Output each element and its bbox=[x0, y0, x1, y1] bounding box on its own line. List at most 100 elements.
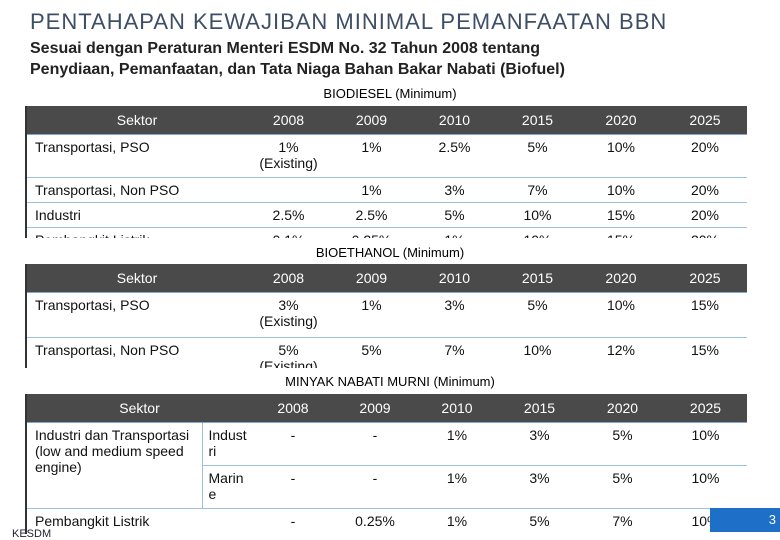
value-cell: 10% bbox=[664, 465, 747, 509]
column-header: Sektor bbox=[27, 106, 247, 135]
data-table: Sektor 2008 2009 2010 2015 2020 2025 Transporta… bbox=[27, 264, 747, 368]
value-cell: 10% bbox=[664, 422, 747, 466]
value-cell: 10% bbox=[579, 134, 663, 178]
value: 5% bbox=[361, 342, 382, 358]
value: - bbox=[290, 470, 296, 486]
value-cell: 7% bbox=[413, 337, 496, 368]
value-cell: 10% bbox=[579, 292, 663, 338]
value: 10% bbox=[691, 427, 720, 443]
value: 1% bbox=[361, 297, 382, 313]
column-header: 2010 bbox=[413, 106, 496, 135]
value: 15% bbox=[607, 232, 635, 238]
value: 10% bbox=[606, 297, 636, 313]
value-cell: 2.5% bbox=[413, 134, 496, 178]
value: 10% bbox=[523, 342, 552, 358]
value-cell: 10% bbox=[496, 202, 579, 228]
sector-cell: Pembangkit Listrik bbox=[27, 508, 252, 534]
column-header: 2009 bbox=[330, 106, 413, 135]
table: Sektor 2008 2009 2010 2015 2020 2025 Transporta… bbox=[25, 264, 747, 368]
value: 7% bbox=[527, 182, 548, 198]
subtitle: Sesuai dengan Peraturan Menteri ESDM No.… bbox=[30, 40, 541, 57]
sector-cell: Pembangkit Listrik bbox=[27, 227, 247, 238]
value: 5% bbox=[527, 139, 548, 155]
value-cell: 15% bbox=[663, 292, 747, 338]
value: - bbox=[290, 427, 296, 443]
subtitle: Penydiaan, Pemanfaatan, dan Tata Niaga B… bbox=[30, 61, 565, 78]
value: 3% bbox=[444, 182, 465, 198]
value: 7% bbox=[444, 342, 465, 358]
value-cell: - bbox=[252, 508, 334, 534]
value-cell: 7% bbox=[496, 177, 579, 203]
sector-cell: Transportasi, Non PSO bbox=[27, 337, 247, 368]
sector-cell: Transportasi, PSO bbox=[27, 134, 247, 178]
column-header: 2008 bbox=[247, 264, 330, 293]
value: - bbox=[290, 513, 296, 529]
value: 1% bbox=[446, 470, 468, 486]
table-title: BIOETHANOL (Minimum) bbox=[315, 245, 465, 260]
value-cell: 5% (Existing) bbox=[247, 337, 330, 368]
value: 20% bbox=[691, 232, 719, 238]
column-header: 2010 bbox=[413, 264, 496, 293]
value-cell: - bbox=[252, 465, 334, 509]
value: 15% bbox=[690, 342, 720, 358]
value-cell: - bbox=[252, 422, 334, 466]
row: Pembangkit Listrik -0.25% 1% 5% 7% 10% bbox=[27, 508, 747, 534]
value: 1% bbox=[446, 513, 468, 529]
value: 10% bbox=[523, 232, 551, 238]
row: Transportasi, Non PSO 1% 3% 7% 10% 20% bbox=[27, 177, 747, 203]
value-cell: 0.1% bbox=[247, 227, 330, 238]
value-cell: 1% bbox=[330, 134, 413, 178]
column-header: 2009 bbox=[334, 394, 416, 423]
column-header: 2020 bbox=[579, 264, 663, 293]
value: 1% (Existing) bbox=[259, 139, 318, 171]
column-header: 2015 bbox=[496, 106, 579, 135]
value-cell: 20% bbox=[663, 134, 747, 178]
header-row: Sektor 2008 2009 2010 2015 2020 2025 bbox=[27, 394, 747, 423]
value-cell: 0.25% bbox=[334, 508, 416, 534]
value-cell: 3% bbox=[498, 465, 581, 509]
value: 2.5% bbox=[272, 207, 305, 223]
value: 1% bbox=[446, 427, 468, 443]
value-cell: 20% bbox=[663, 177, 747, 203]
value: 0.1% bbox=[273, 232, 305, 238]
logo-text: KESDM bbox=[12, 528, 52, 540]
value-cell: 2.5% bbox=[247, 202, 330, 228]
value: 10% bbox=[691, 470, 720, 486]
data-table: Sektor 2008 2009 2010 2015 2020 2025 Industri d… bbox=[27, 394, 747, 534]
value: 5% bbox=[444, 207, 465, 223]
row: Pembangkit Listrik 0.1% 0.25% 1% 10% 15% 20% bbox=[27, 227, 747, 238]
title: PENTAHAPAN KEWAJIBAN MINIMAL PEMANFAATAN… bbox=[30, 9, 668, 34]
column-header: 2020 bbox=[579, 106, 663, 135]
value: 3% bbox=[529, 427, 550, 443]
value-cell: 15% bbox=[579, 202, 663, 228]
value-cell: 10% bbox=[579, 177, 663, 203]
value-cell: 0.25% bbox=[330, 227, 413, 238]
value: 1% bbox=[361, 139, 382, 155]
row: Transportasi, PSO 3% (Existing) 1% 3% 5% 10% 1… bbox=[27, 292, 747, 338]
data-table: Sektor 2008 2009 2010 2015 2020 2025 Transporta… bbox=[27, 106, 747, 238]
row: Marine - - 1% 3% 5% 10% bbox=[27, 465, 747, 509]
header-row: Sektor 2008 2009 2010 2015 2020 2025 bbox=[27, 106, 747, 135]
value-cell: 2.5% bbox=[330, 202, 413, 228]
column-header: 2020 bbox=[581, 394, 664, 423]
value-cell: 5% bbox=[496, 292, 579, 338]
value: 2.5% bbox=[438, 139, 471, 155]
value-cell: 1% bbox=[330, 292, 413, 338]
value-cell: 5% bbox=[581, 422, 664, 466]
value-cell: 1% bbox=[416, 465, 498, 509]
value-cell: 1% bbox=[416, 422, 498, 466]
value: 2.5% bbox=[355, 207, 388, 223]
sub-sector-cell: Marine bbox=[201, 465, 252, 509]
value-cell: 7% bbox=[581, 508, 664, 534]
value-cell: - bbox=[334, 422, 416, 466]
table: Sektor 2008 2009 2010 2015 2020 2025 Industri d… bbox=[25, 394, 747, 534]
value: 5% bbox=[612, 470, 633, 486]
value: 10% bbox=[523, 207, 552, 223]
value: 1% bbox=[444, 232, 464, 238]
value: 10% bbox=[606, 139, 636, 155]
value: 10% bbox=[606, 182, 636, 198]
value-cell: 5% bbox=[413, 202, 496, 228]
value: 20% bbox=[690, 207, 720, 223]
value: 20% bbox=[690, 139, 720, 155]
